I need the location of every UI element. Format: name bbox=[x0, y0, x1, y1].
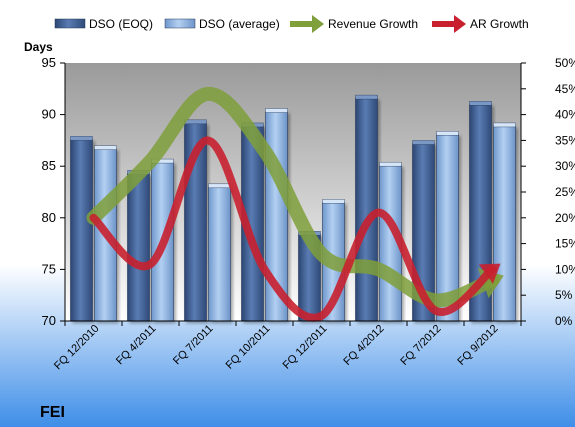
legend-label: DSO (average) bbox=[199, 17, 280, 31]
bar-dso-eoq bbox=[127, 173, 150, 322]
ar-growth-line bbox=[89, 136, 497, 322]
bar-top bbox=[70, 136, 93, 141]
left-tick-label: 85 bbox=[42, 158, 56, 173]
legend-label: AR Growth bbox=[470, 17, 529, 31]
bar-dso-average bbox=[493, 125, 516, 322]
bar-top bbox=[94, 145, 117, 150]
legend-item: DSO (average) bbox=[164, 17, 280, 31]
bar-top bbox=[379, 161, 402, 167]
right-tick-label: 25% bbox=[555, 185, 575, 199]
legend: DSO (EOQ) DSO (average) Revenue Growth AR G… bbox=[54, 15, 529, 33]
bar-top bbox=[412, 140, 435, 145]
left-tick-label: 80 bbox=[42, 210, 56, 225]
legend-item: Revenue Growth bbox=[290, 15, 418, 33]
ar-growth-arrowhead bbox=[478, 263, 501, 284]
y-axis-label: Days bbox=[24, 40, 53, 54]
right-tick-label: 15% bbox=[555, 237, 575, 251]
bar-top bbox=[208, 183, 231, 189]
right-tick-label: 5% bbox=[555, 288, 573, 302]
right-tick-label: 10% bbox=[555, 262, 575, 276]
legend-label: Revenue Growth bbox=[328, 17, 418, 31]
right-tick-label: 40% bbox=[555, 108, 575, 122]
legend-item: DSO (EOQ) bbox=[54, 17, 153, 31]
bar-top bbox=[469, 101, 492, 106]
lines-layer bbox=[86, 86, 504, 322]
bar-dso-average bbox=[208, 186, 231, 322]
bar-top bbox=[265, 108, 288, 113]
left-tick-label: 70 bbox=[42, 313, 56, 328]
legend-label: DSO (EOQ) bbox=[89, 17, 153, 31]
left-tick-label: 75 bbox=[42, 261, 56, 276]
legend-swatch bbox=[54, 18, 86, 29]
left-tick-label: 90 bbox=[42, 107, 56, 122]
right-tick-label: 30% bbox=[555, 159, 575, 173]
bar-top bbox=[184, 119, 207, 125]
legend-arrowhead bbox=[312, 15, 324, 33]
legend-item: AR Growth bbox=[432, 15, 529, 33]
bar-dso-eoq bbox=[355, 97, 378, 322]
right-tick-label: 45% bbox=[555, 82, 575, 96]
bar-top bbox=[322, 199, 345, 204]
right-tick-label: 35% bbox=[555, 133, 575, 147]
right-tick-label: 50% bbox=[555, 56, 575, 70]
left-tick-label: 95 bbox=[42, 55, 56, 70]
right-tick-label: 20% bbox=[555, 211, 575, 225]
bar-top bbox=[436, 131, 459, 136]
right-tick-label: 0% bbox=[555, 314, 573, 328]
bar-dso-eoq bbox=[70, 139, 93, 322]
legend-arrowhead bbox=[454, 15, 466, 33]
legend-swatch bbox=[164, 18, 196, 29]
bar-top bbox=[355, 94, 378, 100]
company-label: FEI bbox=[40, 404, 65, 421]
bar-top bbox=[493, 122, 516, 128]
